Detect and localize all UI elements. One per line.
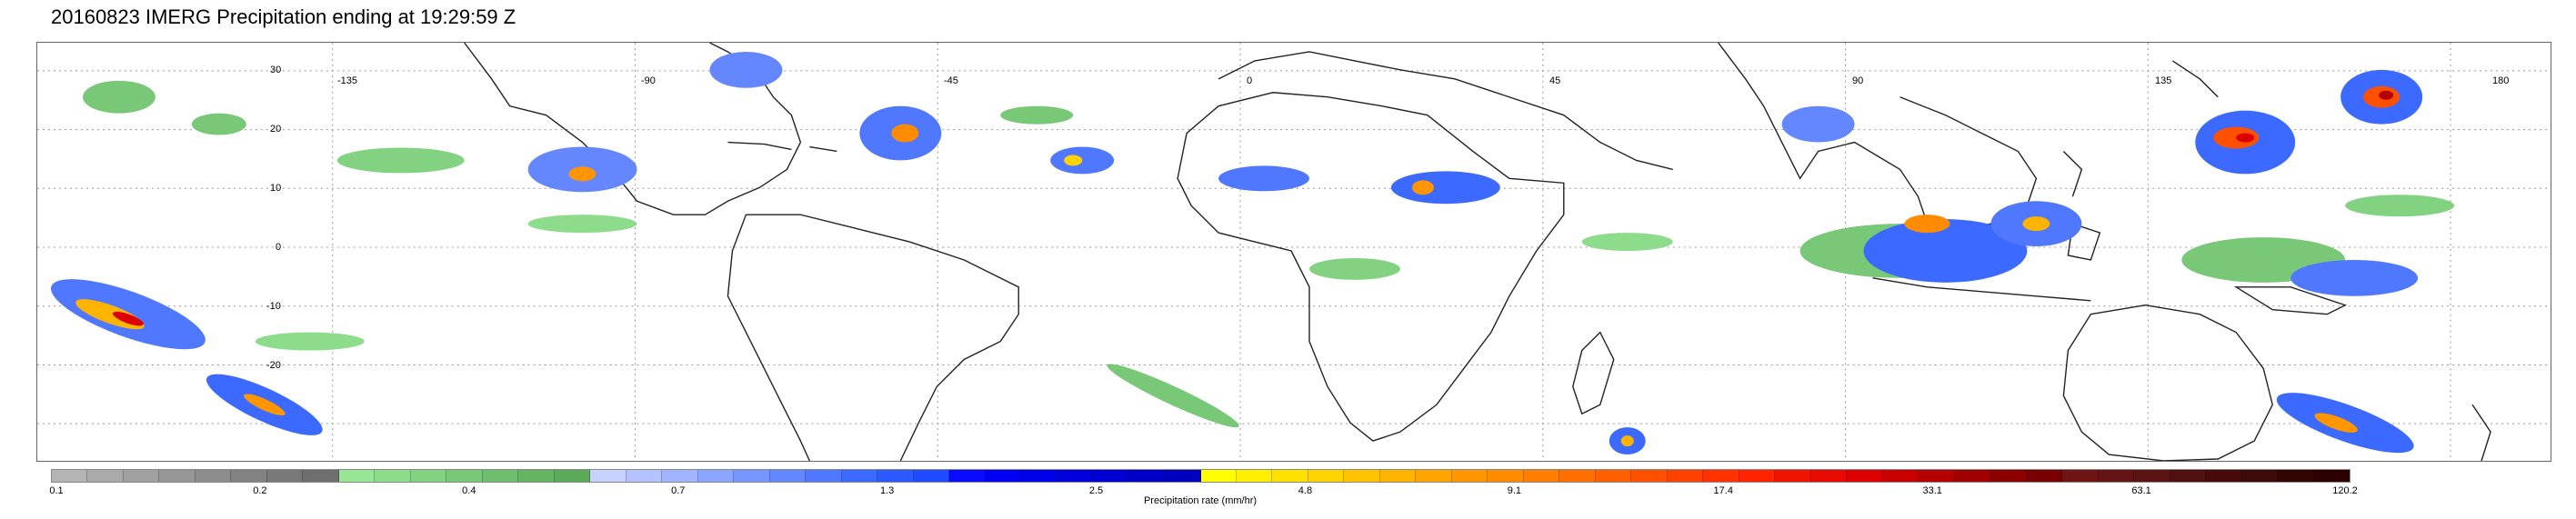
- colorbar-swatch: [482, 470, 519, 482]
- colorbar-swatch: [1308, 470, 1345, 482]
- colorbar-swatch: [1451, 470, 1488, 482]
- colorbar-swatch: [1739, 470, 1776, 482]
- colorbar-swatch: [877, 470, 914, 482]
- colorbar-swatch: [2098, 470, 2135, 482]
- lon-label-minus-45: -45: [944, 75, 958, 86]
- colorbar-swatch: [303, 470, 339, 482]
- colorbar-label: Precipitation rate (mm/hr): [1143, 495, 1258, 506]
- precipitation-map: 30 20 10 0 -10 -20 -135 -90 -45 0 45 90 …: [36, 42, 2551, 462]
- colorbar-swatch: [1165, 470, 1201, 482]
- lon-label-135: 135: [2155, 75, 2172, 86]
- colorbar-tick-label: 33.1: [1922, 485, 1942, 496]
- colorbar-tick-label: 9.1: [1507, 485, 1522, 496]
- colorbar-swatch: [266, 470, 304, 482]
- colorbar-swatch: [1236, 470, 1273, 482]
- lat-label-20: 20: [270, 124, 282, 135]
- colorbar-swatch: [626, 470, 663, 482]
- colorbar-swatch: [734, 470, 770, 482]
- colorbar-swatch: [87, 470, 124, 482]
- coastlines: [464, 43, 2491, 461]
- colorbar-swatch: [1272, 470, 1308, 482]
- map-title: 20160823 IMERG Precipitation ending at 1…: [51, 5, 516, 28]
- colorbar-swatch: [2170, 470, 2207, 482]
- colorbar-swatch: [518, 470, 555, 482]
- lat-label-30: 30: [270, 65, 282, 75]
- colorbar-swatch: [1488, 470, 1524, 482]
- colorbar-swatch: [2134, 470, 2170, 482]
- colorbar-swatch: [1954, 470, 1991, 482]
- colorbar-swatch: [841, 470, 878, 482]
- lat-label-0: 0: [276, 242, 282, 253]
- lat-label-minus-10: -10: [266, 301, 281, 312]
- colorbar-swatch: [1559, 470, 1596, 482]
- colorbar-tick-label: 1.3: [879, 485, 895, 496]
- colorbar-swatch: [2062, 470, 2099, 482]
- colorbar-tick-label: 0.2: [253, 485, 267, 496]
- map-canvas: [37, 43, 2551, 461]
- colorbar-swatch: [1810, 470, 1848, 482]
- lat-label-minus-20: -20: [266, 360, 281, 371]
- colorbar-swatch: [1344, 470, 1380, 482]
- colorbar-swatch: [913, 470, 950, 482]
- colorbar-swatch: [410, 470, 447, 482]
- colorbar-swatch: [1882, 470, 1919, 482]
- lon-label-minus-135: -135: [337, 75, 358, 86]
- lon-label-0: 0: [1247, 75, 1253, 86]
- lon-label-180: 180: [2492, 75, 2510, 86]
- colorbar-swatch: [1990, 470, 2027, 482]
- colorbar-swatch: [1595, 470, 1632, 482]
- colorbar-swatch: [2206, 470, 2242, 482]
- colorbar-swatch: [231, 470, 267, 482]
- colorbar-swatch: [195, 470, 232, 482]
- colorbar-swatch: [1631, 470, 1668, 482]
- colorbar-tick-label: 0.4: [462, 485, 476, 496]
- colorbar-tick-label: 17.4: [1713, 485, 1733, 496]
- colorbar-tick-label: 4.8: [1298, 485, 1313, 496]
- colorbar-swatch: [2278, 470, 2314, 482]
- lat-label-10: 10: [270, 183, 282, 194]
- colorbar-swatch: [1919, 470, 1955, 482]
- colorbar-swatch: [1379, 470, 1417, 482]
- colorbar-tick-label: 63.1: [2131, 485, 2151, 496]
- colorbar-swatch: [52, 470, 88, 482]
- colorbar-swatch: [1200, 470, 1237, 482]
- colorbar-swatch: [1021, 470, 1057, 482]
- colorbar-swatch: [1416, 470, 1452, 482]
- colorbar-tick-label: 120.2: [2332, 485, 2358, 496]
- colorbar-swatch: [1847, 470, 1883, 482]
- colorbar-tick-label: 2.5: [1088, 485, 1104, 496]
- colorbar-swatch: [949, 470, 986, 482]
- colorbar-swatch: [159, 470, 195, 482]
- colorbar-swatch: [1667, 470, 1704, 482]
- precipitation-colorbar: [51, 469, 2350, 483]
- lon-label-45: 45: [1549, 75, 1561, 86]
- colorbar-tick-label: 0.7: [671, 485, 686, 496]
- colorbar-tick-label: 0.1: [49, 485, 64, 496]
- colorbar-swatch: [2026, 470, 2063, 482]
- colorbar-swatch: [590, 470, 626, 482]
- colorbar-swatch: [375, 470, 411, 482]
- gridlines: [37, 43, 2551, 461]
- colorbar-swatch: [697, 470, 735, 482]
- colorbar-swatch: [1703, 470, 1739, 482]
- colorbar-swatch: [1523, 470, 1560, 482]
- lon-label-minus-90: -90: [641, 75, 656, 86]
- colorbar-swatch: [446, 470, 483, 482]
- colorbar-swatch: [338, 470, 376, 482]
- precipitation-cells: [50, 51, 2455, 455]
- colorbar-swatch: [2241, 470, 2279, 482]
- colorbar-swatch: [2313, 470, 2350, 482]
- colorbar-swatch: [769, 470, 807, 482]
- colorbar-swatch: [554, 470, 591, 482]
- colorbar-swatch: [806, 470, 842, 482]
- colorbar-swatch: [662, 470, 698, 482]
- colorbar-swatch: [1128, 470, 1166, 482]
- colorbar-swatch: [985, 470, 1022, 482]
- lon-label-90: 90: [1852, 75, 1864, 86]
- colorbar-swatch: [1093, 470, 1129, 482]
- colorbar-swatch: [1057, 470, 1094, 482]
- colorbar-swatch: [1775, 470, 1811, 482]
- colorbar-swatch: [123, 470, 160, 482]
